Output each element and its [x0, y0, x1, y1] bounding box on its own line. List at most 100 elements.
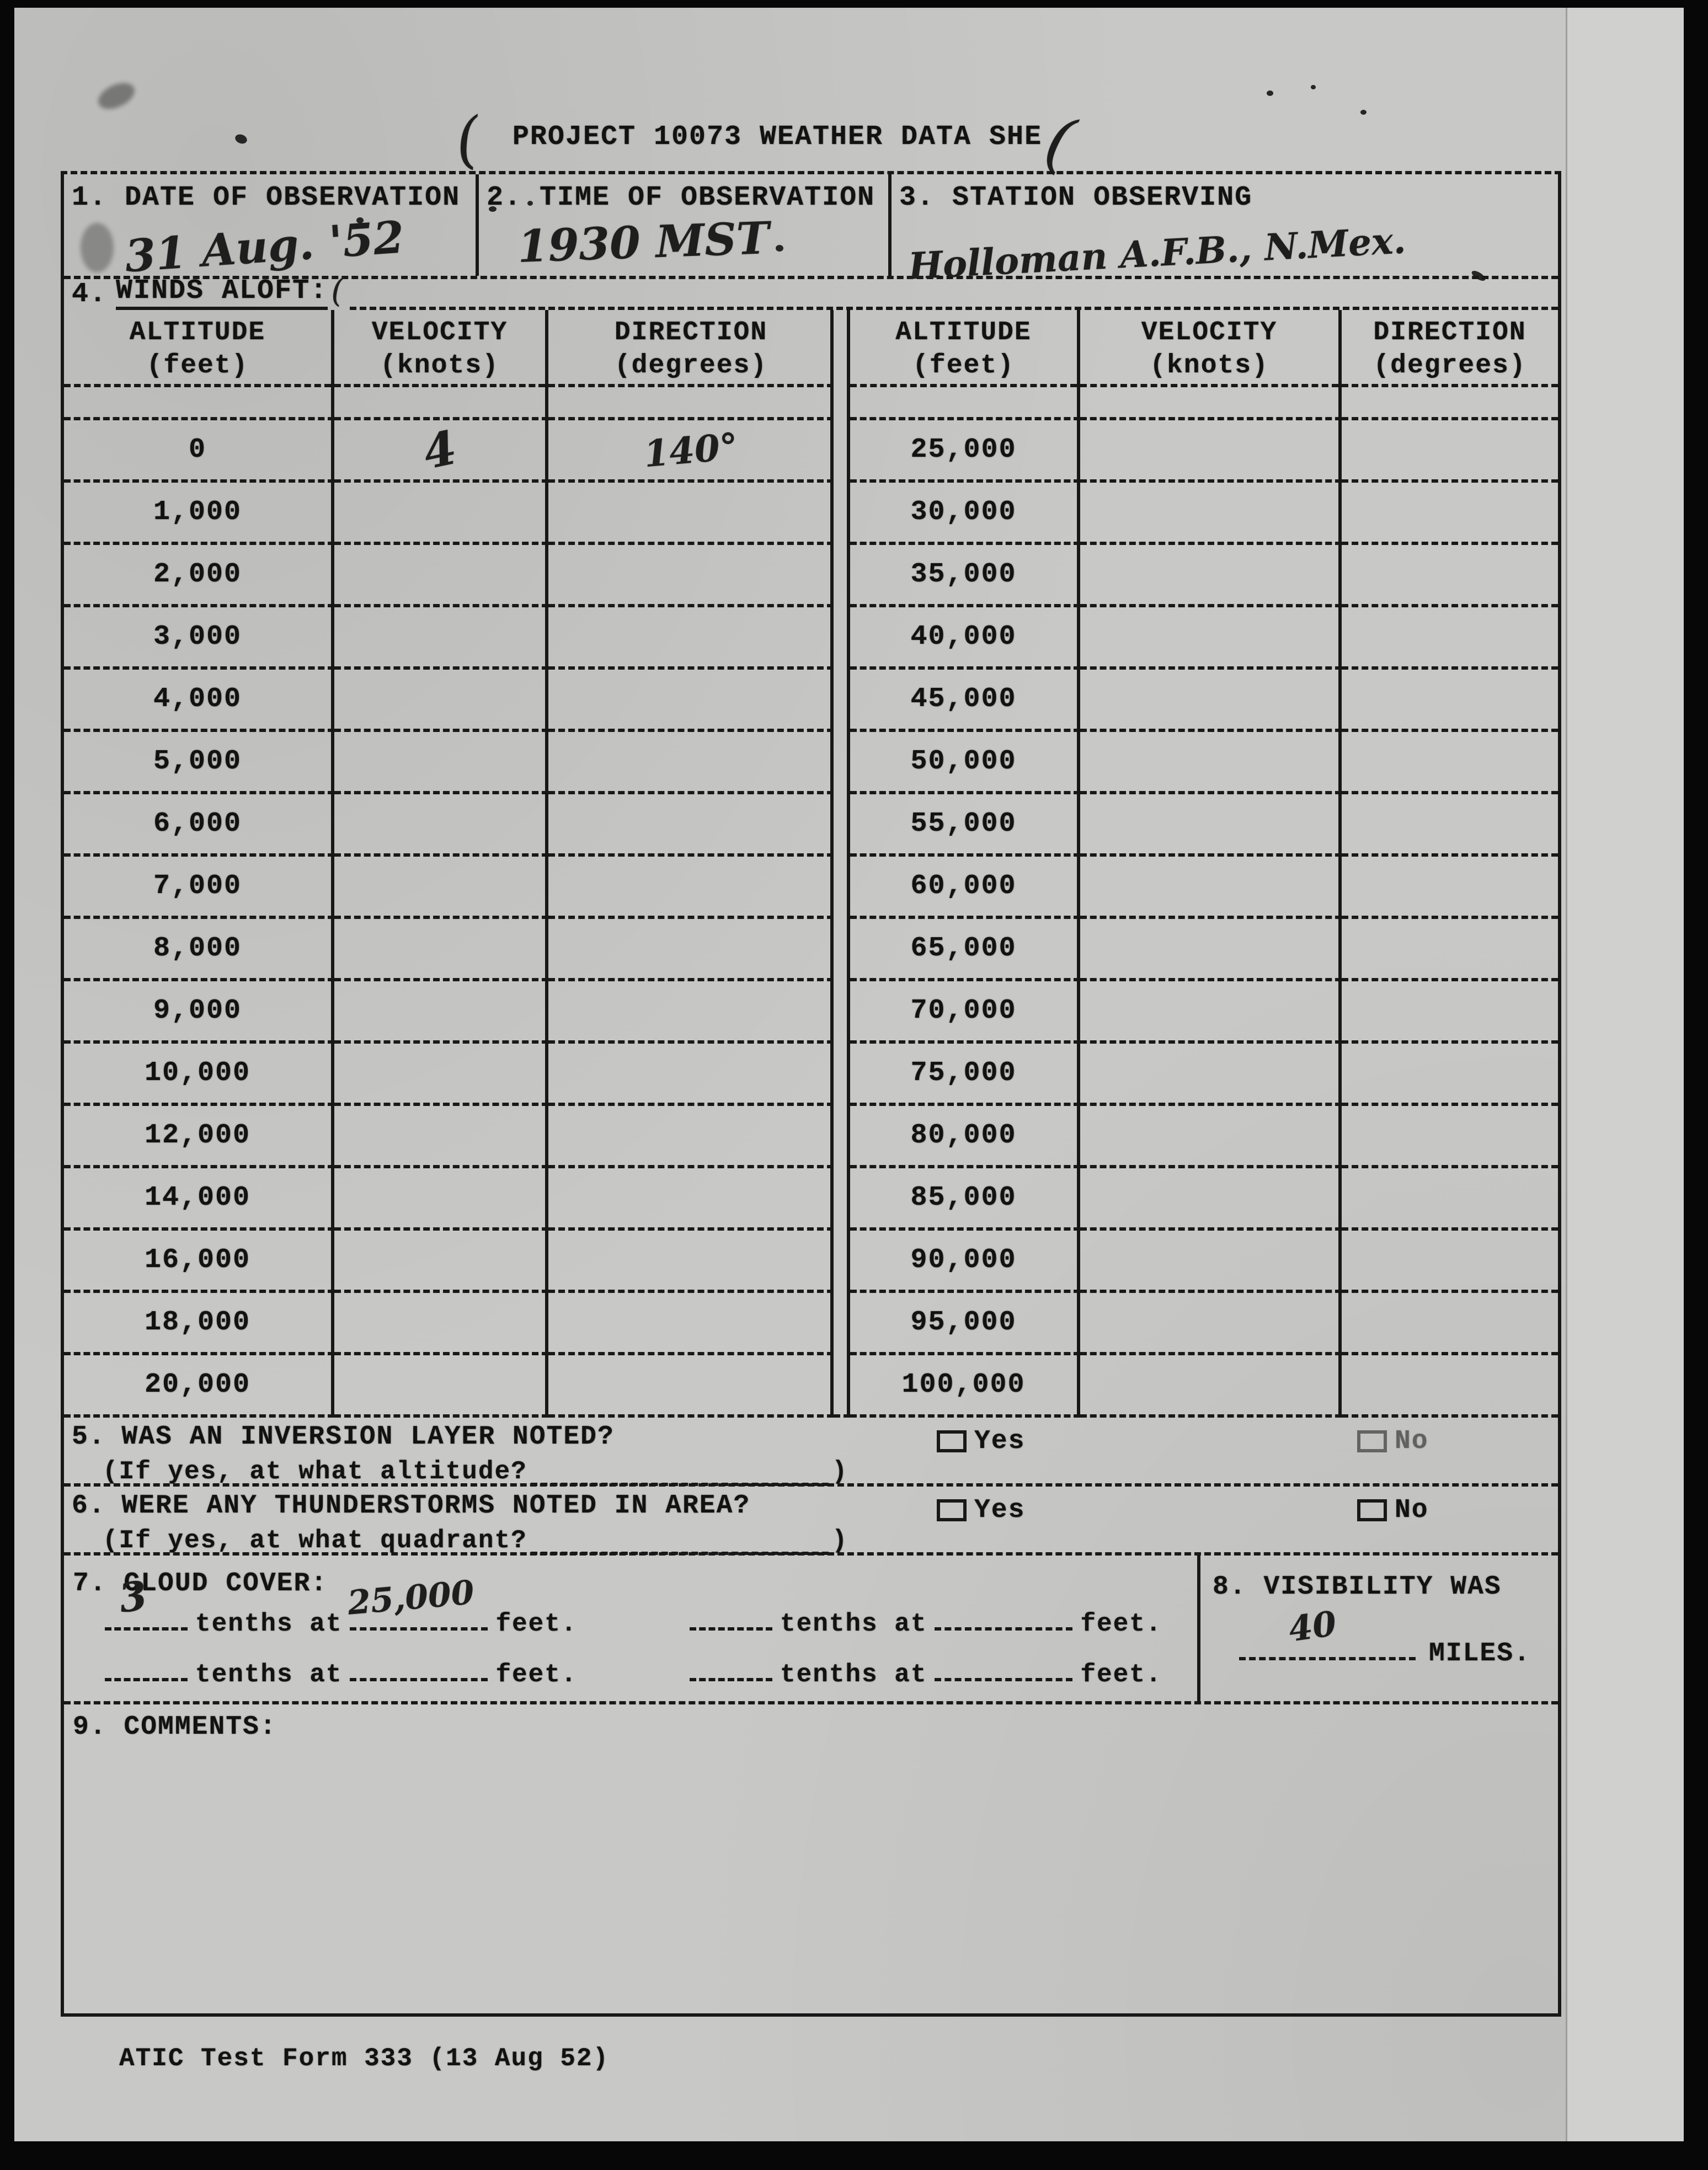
- altitude-value: 95,000: [910, 1307, 1017, 1338]
- station-observing-label: 3. STATION OBSERVING: [899, 182, 1253, 213]
- winds-direction-cell[interactable]: [1342, 607, 1558, 670]
- winds-velocity-cell[interactable]: [1080, 794, 1342, 857]
- cloud-cover-entry: tenths at feet.: [682, 1659, 1162, 1689]
- question6-text: WERE ANY THUNDERSTORMS NOTED IN AREA?: [121, 1491, 751, 1521]
- winds-velocity-cell[interactable]: [1080, 732, 1342, 794]
- winds-direction-cell[interactable]: [548, 919, 834, 981]
- winds-direction-cell[interactable]: [1342, 1231, 1558, 1293]
- winds-altitude-cell: 5,000: [64, 732, 334, 794]
- winds-direction-cell[interactable]: [1342, 1106, 1558, 1168]
- winds-direction-cell[interactable]: [548, 857, 834, 919]
- winds-direction-cell[interactable]: [548, 1168, 834, 1231]
- winds-direction-cell[interactable]: [1342, 420, 1558, 483]
- winds-velocity-cell[interactable]: [1080, 670, 1342, 732]
- cloud-cover-label: 7. CLOUD COVER:: [73, 1569, 328, 1599]
- altitude-value: 40,000: [910, 621, 1017, 653]
- winds-velocity-cell[interactable]: [334, 732, 548, 794]
- winds-direction-cell[interactable]: [548, 483, 834, 545]
- winds-velocity-cell[interactable]: [334, 1355, 548, 1418]
- winds-velocity-cell[interactable]: [334, 670, 548, 732]
- cloud-tenths-blank[interactable]: 3: [105, 1572, 188, 1631]
- time-of-observation-field[interactable]: 2. TIME OF OBSERVATION 1930 MST: [479, 174, 892, 276]
- winds-velocity-cell[interactable]: [334, 545, 548, 607]
- cloud-feet-blank[interactable]: [935, 1659, 1073, 1681]
- winds-velocity-cell[interactable]: [1080, 1231, 1342, 1293]
- visibility-blank[interactable]: 40: [1239, 1603, 1416, 1660]
- cloud-tenths-blank[interactable]: [690, 1659, 772, 1681]
- inversion-yes-checkbox[interactable]: Yes: [937, 1426, 1025, 1456]
- winds-velocity-cell[interactable]: [334, 794, 548, 857]
- winds-velocity-cell[interactable]: [334, 607, 548, 670]
- handwritten-feet: 25,000: [346, 1573, 476, 1623]
- date-of-observation-label: 1. DATE OF OBSERVATION: [72, 182, 461, 213]
- winds-direction-cell[interactable]: [548, 1355, 834, 1418]
- winds-direction-cell[interactable]: [548, 732, 834, 794]
- winds-direction-cell[interactable]: [1342, 1168, 1558, 1231]
- direction-header-text: DIRECTION: [1373, 318, 1526, 348]
- winds-velocity-cell[interactable]: [334, 919, 548, 981]
- winds-velocity-cell[interactable]: [1080, 545, 1342, 607]
- inversion-altitude-blank[interactable]: [530, 1465, 829, 1486]
- cloud-feet-blank[interactable]: [350, 1659, 488, 1681]
- winds-direction-cell[interactable]: [548, 1044, 834, 1106]
- winds-direction-cell[interactable]: [1342, 794, 1558, 857]
- winds-direction-cell[interactable]: [548, 1231, 834, 1293]
- winds-velocity-cell[interactable]: [1080, 420, 1342, 483]
- winds-velocity-cell[interactable]: [1080, 1044, 1342, 1106]
- winds-velocity-cell[interactable]: [334, 857, 548, 919]
- cloud-feet-blank[interactable]: [935, 1608, 1073, 1631]
- cloud-feet-blank[interactable]: 25,000: [346, 1573, 488, 1631]
- winds-direction-cell[interactable]: [1342, 919, 1558, 981]
- inversion-no-checkbox[interactable]: No: [1357, 1426, 1429, 1456]
- winds-direction-cell[interactable]: [548, 981, 834, 1044]
- winds-direction-cell[interactable]: [1342, 670, 1558, 732]
- time-of-observation-value: 1930 MST: [516, 212, 770, 272]
- winds-direction-cell[interactable]: 140°: [548, 420, 834, 483]
- date-of-observation-field[interactable]: 1. DATE OF OBSERVATION 31 Aug. '52: [64, 174, 479, 282]
- winds-direction-cell[interactable]: [1342, 732, 1558, 794]
- winds-velocity-cell[interactable]: [334, 483, 548, 545]
- winds-altitude-cell: 70,000: [850, 981, 1080, 1044]
- altitude-header-text: ALTITUDE: [895, 318, 1032, 348]
- winds-direction-cell[interactable]: [1342, 857, 1558, 919]
- winds-direction-cell[interactable]: [1342, 545, 1558, 607]
- winds-velocity-cell[interactable]: 4: [334, 420, 548, 483]
- winds-altitude-cell: 4,000: [64, 670, 334, 732]
- question6-close-paren: ): [831, 1526, 848, 1555]
- winds-direction-cell[interactable]: [548, 607, 834, 670]
- cloud-tenths-blank[interactable]: [105, 1659, 188, 1681]
- winds-direction-cell[interactable]: [1342, 1293, 1558, 1355]
- winds-velocity-cell[interactable]: [1080, 981, 1342, 1044]
- winds-direction-cell[interactable]: [548, 670, 834, 732]
- winds-direction-cell[interactable]: [1342, 483, 1558, 545]
- winds-direction-cell[interactable]: [548, 1293, 834, 1355]
- winds-velocity-cell[interactable]: [1080, 857, 1342, 919]
- comments-section[interactable]: 9. COMMENTS:: [64, 1704, 1558, 2009]
- thunderstorm-quadrant-blank[interactable]: [530, 1534, 829, 1555]
- station-observing-field[interactable]: 3. STATION OBSERVING Holloman A.F.B., N.…: [892, 174, 1558, 288]
- winds-velocity-cell[interactable]: [334, 981, 548, 1044]
- no-label: No: [1395, 1426, 1429, 1456]
- winds-direction-cell[interactable]: [548, 545, 834, 607]
- winds-direction-cell[interactable]: [1342, 981, 1558, 1044]
- winds-velocity-cell[interactable]: [334, 1231, 548, 1293]
- winds-direction-cell[interactable]: [1342, 1044, 1558, 1106]
- altitude-header-text: ALTITUDE: [129, 318, 266, 348]
- winds-direction-cell[interactable]: [1342, 1355, 1558, 1418]
- winds-velocity-cell[interactable]: [1080, 1355, 1342, 1418]
- winds-velocity-cell[interactable]: [334, 1044, 548, 1106]
- winds-velocity-cell[interactable]: [1080, 1168, 1342, 1231]
- winds-velocity-cell[interactable]: [1080, 607, 1342, 670]
- winds-velocity-cell[interactable]: [1080, 919, 1342, 981]
- thunderstorms-no-checkbox[interactable]: No: [1357, 1495, 1429, 1525]
- thunderstorms-yes-checkbox[interactable]: Yes: [937, 1495, 1025, 1525]
- winds-velocity-cell[interactable]: [334, 1293, 548, 1355]
- winds-velocity-cell[interactable]: [1080, 1106, 1342, 1168]
- winds-direction-cell[interactable]: [548, 794, 834, 857]
- cloud-tenths-blank[interactable]: [690, 1608, 772, 1631]
- winds-velocity-cell[interactable]: [334, 1168, 548, 1231]
- winds-direction-cell[interactable]: [548, 1106, 834, 1168]
- winds-velocity-cell[interactable]: [1080, 1293, 1342, 1355]
- winds-velocity-cell[interactable]: [1080, 483, 1342, 545]
- winds-velocity-cell[interactable]: [334, 1106, 548, 1168]
